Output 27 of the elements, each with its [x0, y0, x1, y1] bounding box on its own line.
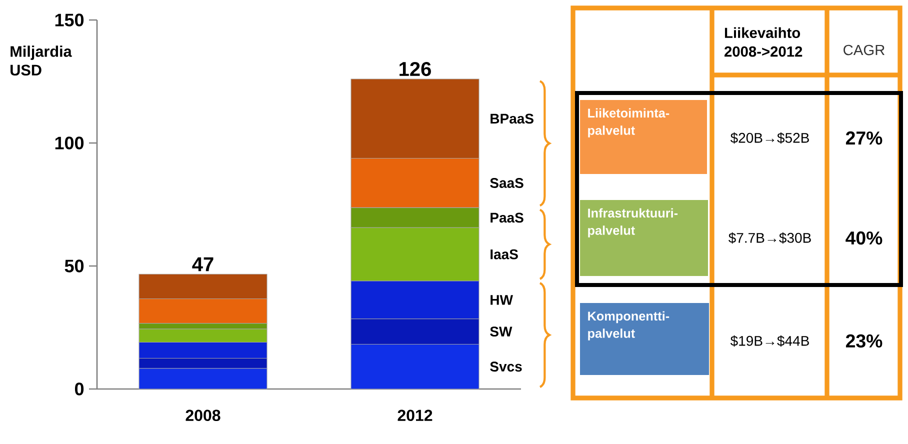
x-tick-label: 2012: [398, 410, 432, 422]
series-label: HW: [490, 295, 513, 305]
y-tick-label: 0: [74, 382, 84, 396]
y-tick-label: 50: [64, 260, 84, 272]
text: 27%: [846, 131, 882, 145]
total-label: 47: [192, 257, 214, 272]
series-label: Svcs: [490, 362, 522, 372]
series-label: PaaS: [490, 212, 524, 223]
text: Infrastruktuuri-palvelut: [588, 208, 678, 238]
y-tick-label: 100: [55, 136, 84, 150]
text: Liikevaihto 2008->2012: [724, 27, 802, 57]
series-label: IaaS: [490, 249, 518, 260]
series-label: SaaS: [490, 178, 524, 188]
x-tick-label: 2008: [186, 410, 220, 422]
text: $19B→$44B: [730, 335, 809, 347]
y-tick-label: 150: [55, 14, 84, 26]
text: $7.7B→$30B: [728, 232, 811, 244]
text: 40%: [846, 231, 882, 245]
text: Komponentti-palvelut: [588, 311, 670, 340]
text: 23%: [846, 334, 882, 348]
y-axis-title: Miljardia USD: [10, 46, 72, 76]
text: Liiketoiminta-palvelut: [588, 108, 670, 138]
total-label: 126: [400, 62, 431, 76]
series-label: SW: [490, 326, 512, 337]
text: CAGR: [844, 44, 885, 56]
text: $20B→$52B: [730, 132, 809, 144]
series-label: BPaaS: [490, 114, 534, 124]
